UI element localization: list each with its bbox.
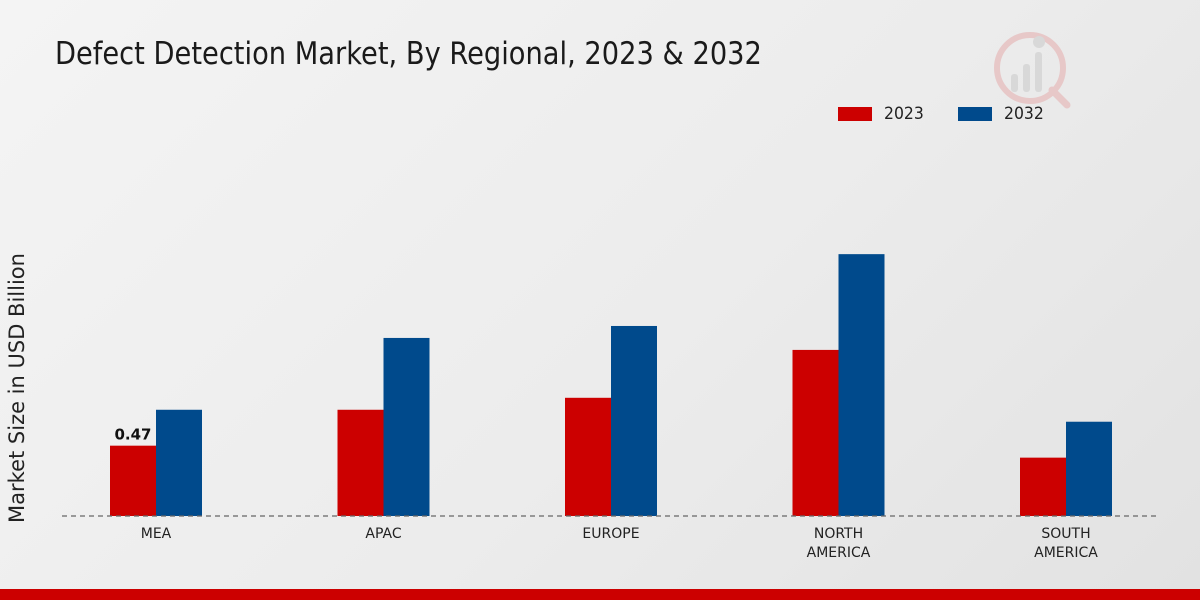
brand-logo-icon [994, 32, 1071, 109]
chart-title: Defect Detection Market, By Regional, 20… [55, 36, 762, 72]
x-tick-label-2: EUROPE [582, 526, 639, 542]
x-tick-label-4-line1: AMERICA [1034, 545, 1098, 561]
legend-item-2023: 2023 [838, 104, 927, 124]
bar-2023-4 [1020, 457, 1066, 516]
bar-2023-2 [565, 397, 611, 516]
legend-swatch-2032 [958, 107, 992, 121]
bar-2032-2 [611, 325, 657, 516]
bar-2023-3 [792, 349, 839, 516]
bar-2032-0 [156, 409, 202, 516]
bar-2032-1 [383, 337, 430, 516]
bar-2032-4 [1066, 421, 1112, 516]
x-tick-label-4-line0: SOUTH [1041, 526, 1090, 542]
legend-swatch-2023 [838, 107, 872, 121]
data-label-0: 0.47 [114, 426, 151, 444]
bar-2023-1 [337, 409, 384, 516]
x-tick-label-1: APAC [365, 526, 401, 542]
legend-label-2023: 2023 [884, 104, 924, 124]
x-tick-label-3-line0: NORTH [814, 526, 863, 542]
x-tick-label-3-line1: AMERICA [807, 545, 871, 561]
bar-2032-3 [838, 254, 885, 517]
x-tick-label-0: MEA [141, 526, 172, 542]
legend-item-2032: 2032 [958, 104, 1047, 124]
footer-bar [0, 589, 1200, 600]
legend-label-2032: 2032 [1004, 104, 1044, 124]
bar-2023-0 [110, 445, 156, 516]
